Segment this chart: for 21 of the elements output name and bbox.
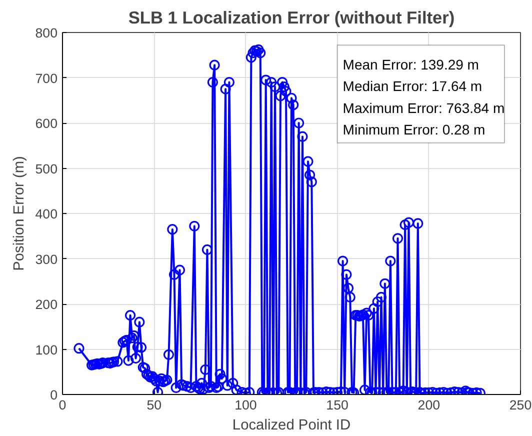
x-axis-title: Localized Point ID <box>232 418 351 434</box>
y-tick-label: 300 <box>35 252 58 267</box>
y-tick-label: 700 <box>35 70 58 86</box>
x-tick-label: 200 <box>418 398 440 412</box>
x-tick-label: 250 <box>509 398 532 412</box>
chart-title: SLB 1 Localization Error (without Filter) <box>128 8 455 28</box>
annotation: Mean Error: 139.29 m <box>342 56 479 72</box>
y-tick-label: 200 <box>35 297 58 312</box>
y-tick-label: 0 <box>50 388 58 402</box>
y-tick-label: 800 <box>35 26 58 40</box>
y-axis-title: Position Error (m) <box>11 156 28 271</box>
y-tick-label: 500 <box>35 161 58 176</box>
annotation: Median Error: 17.64 m <box>342 78 482 94</box>
x-tick-label: 150 <box>326 398 348 412</box>
y-tick-label: 600 <box>35 116 58 131</box>
x-tick-label: 50 <box>146 398 162 412</box>
annotation: Minimum Error: 0.28 m <box>342 121 486 138</box>
y-tick-label: 100 <box>35 342 58 358</box>
x-tick-label: 100 <box>234 398 257 412</box>
y-tick-label: 400 <box>35 206 58 222</box>
annotation: Maximum Error: 763.84 m <box>342 100 505 116</box>
